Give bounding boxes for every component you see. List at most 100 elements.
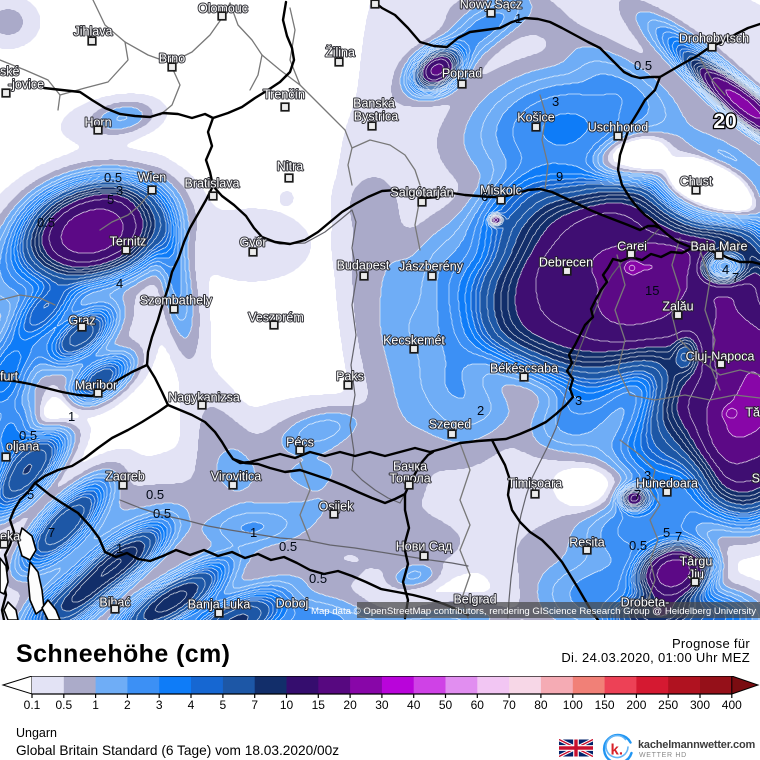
svg-text:0.1: 0.1 [24,698,41,712]
svg-text:Uschhorod: Uschhorod [588,121,648,135]
svg-text:1: 1 [515,11,522,26]
svg-text:Pécs: Pécs [286,436,314,450]
svg-text:Топола: Топола [389,472,430,486]
svg-text:Cluj-Napoca: Cluj-Napoca [686,350,755,364]
svg-text:Békéscsaba: Békéscsaba [490,362,558,376]
svg-text:60: 60 [471,698,485,712]
svg-text:5: 5 [663,525,670,540]
svg-text:Carei: Carei [617,240,647,254]
svg-text:Resita: Resita [569,536,604,550]
svg-text:Banská: Banská [353,97,395,111]
svg-text:100: 100 [563,698,583,712]
svg-text:Poprad: Poprad [442,67,482,81]
svg-text:7: 7 [634,487,641,502]
svg-text:0.5: 0.5 [37,215,55,230]
svg-text:Baia Mare: Baia Mare [691,240,748,254]
svg-text:Horn: Horn [84,116,111,130]
svg-text:15: 15 [312,698,326,712]
svg-text:Bystrica: Bystrica [354,110,399,124]
svg-text:Timişoara: Timişoara [508,477,562,491]
svg-text:Paks: Paks [336,370,364,384]
svg-text:2: 2 [477,403,484,418]
svg-text:250: 250 [658,698,678,712]
svg-text:Miskolc: Miskolc [480,184,522,198]
svg-text:Maribor: Maribor [75,379,117,393]
svg-text:30: 30 [375,698,389,712]
svg-text:Tă: Tă [745,406,760,420]
svg-text:-jovice: -jovice [8,78,44,92]
svg-text:Győr: Győr [239,236,266,250]
svg-text:Kecskemét: Kecskemét [383,334,445,348]
svg-text:0.5: 0.5 [309,571,327,586]
svg-text:Osijek: Osijek [319,500,354,514]
svg-text:Bratislava: Bratislava [185,177,240,191]
svg-text:Hunedoara: Hunedoara [636,477,698,491]
svg-text:3: 3 [156,698,163,712]
svg-text:oljana: oljana [6,440,39,454]
svg-text:Nowy Sącz: Nowy Sącz [460,0,523,12]
svg-text:0.5: 0.5 [634,58,652,73]
svg-text:3: 3 [575,393,582,408]
svg-text:80: 80 [534,698,548,712]
svg-text:0.5: 0.5 [104,170,122,185]
svg-text:3: 3 [116,183,123,198]
svg-text:ské: ské [0,65,20,79]
svg-text:Olomouc: Olomouc [198,2,248,16]
svg-text:3: 3 [644,468,651,483]
svg-text:Brno: Brno [159,52,185,66]
svg-text:10: 10 [280,698,294,712]
svg-text:7: 7 [251,698,258,712]
svg-text:Map data © OpenStreetMap contr: Map data © OpenStreetMap contributors, r… [311,606,756,617]
svg-text:0.5: 0.5 [629,538,647,553]
svg-text:4: 4 [722,262,729,277]
svg-text:4: 4 [188,698,195,712]
svg-text:Nagykanizsa: Nagykanizsa [168,391,240,405]
svg-text:1: 1 [250,525,257,540]
svg-text:Chust: Chust [680,175,713,189]
svg-text:k.: k. [611,742,624,759]
svg-text:0.5: 0.5 [55,698,72,712]
svg-text:15: 15 [645,283,659,298]
svg-text:5: 5 [27,487,34,502]
svg-text:Nitra: Nitra [277,160,303,174]
svg-text:Banja Luka: Banja Luka [188,598,251,612]
svg-text:9: 9 [556,169,563,184]
svg-text:Бачка: Бачка [393,460,427,474]
svg-text:Drohobytsch: Drohobytsch [679,32,749,46]
svg-text:Zalău: Zalău [662,300,693,314]
svg-text:S: S [752,472,760,486]
svg-text:Wien: Wien [138,171,167,185]
svg-text:0.5: 0.5 [153,506,171,521]
svg-text:1: 1 [116,541,123,556]
svg-text:Trenčín: Trenčín [263,88,305,102]
svg-text:7: 7 [48,525,55,540]
svg-text:Košice: Košice [517,111,555,125]
svg-text:Salgótarján: Salgótarján [390,186,453,200]
svg-text:4: 4 [116,276,123,291]
svg-text:Ternitz: Ternitz [110,235,147,249]
svg-text:Virovitica: Virovitica [211,470,262,484]
svg-text:1: 1 [68,409,75,424]
svg-text:20: 20 [713,110,736,133]
svg-text:Bihać: Bihać [99,596,130,610]
svg-text:200: 200 [626,698,646,712]
svg-text:Târgu: Târgu [680,555,713,569]
svg-text:1: 1 [92,698,99,712]
svg-text:150: 150 [595,698,615,712]
svg-text:40: 40 [407,698,421,712]
svg-text:50: 50 [439,698,453,712]
svg-text:Žilina: Žilina [325,45,355,60]
svg-text:2: 2 [124,698,131,712]
svg-text:Szombathely: Szombathely [140,294,213,308]
svg-text:6: 6 [481,189,488,204]
svg-text:Zagreb: Zagreb [105,470,145,484]
svg-text:300: 300 [690,698,710,712]
svg-text:Veszprém: Veszprém [248,311,304,325]
svg-text:Jihlava: Jihlava [74,25,113,39]
svg-text:furt: furt [0,370,19,384]
svg-text:5: 5 [220,698,227,712]
svg-text:Doboj: Doboj [276,597,309,611]
svg-text:Нови Сад: Нови Сад [396,540,453,554]
svg-text:7: 7 [732,270,739,285]
svg-text:0.5: 0.5 [279,539,297,554]
